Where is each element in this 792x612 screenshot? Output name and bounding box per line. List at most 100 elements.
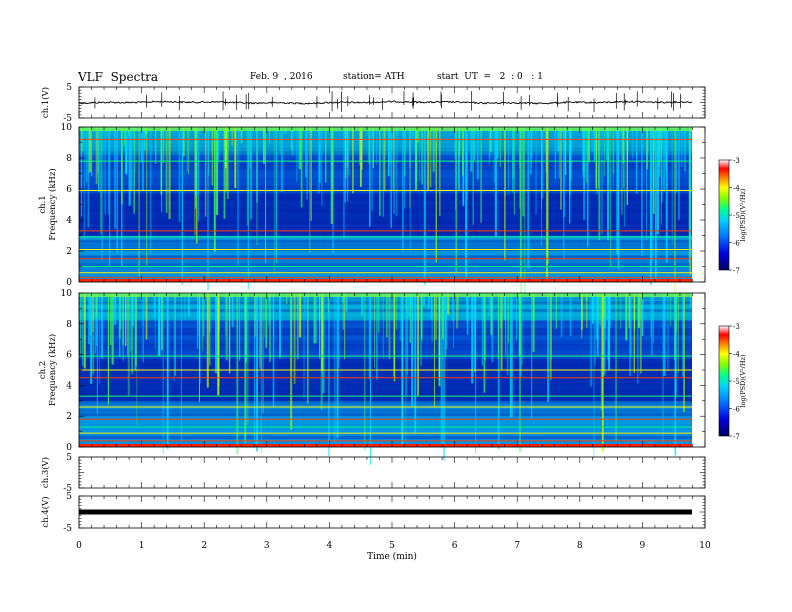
- sferic-streak: [162, 293, 164, 454]
- sferic-streak: [509, 293, 512, 418]
- sferic-streak: [402, 127, 404, 252]
- sferic-streak: [443, 293, 445, 310]
- sferic-streak: [236, 293, 239, 455]
- sferic-streak: [629, 293, 632, 376]
- sferic-streak: [119, 293, 122, 330]
- spectrogram-band: [79, 431, 692, 436]
- y-tick-label: 5: [66, 453, 72, 463]
- sferic-streak: [108, 127, 111, 267]
- sferic-streak: [272, 293, 275, 407]
- sferic-streak: [100, 293, 103, 359]
- sferic-streak: [678, 127, 680, 220]
- sferic-streak: [530, 127, 532, 175]
- spectrogram-band: [79, 223, 692, 229]
- sferic-streak: [497, 293, 499, 359]
- sferic-streak: [347, 127, 349, 167]
- sferic-streak: [421, 293, 423, 342]
- sferic-streak: [145, 293, 148, 340]
- sferic-streak: [652, 293, 654, 343]
- sferic-streak: [388, 293, 391, 360]
- y-tick-label: 2: [66, 247, 72, 257]
- spectrogram-band: [79, 435, 692, 440]
- sferic-streak: [361, 293, 364, 316]
- sferic-streak: [300, 127, 303, 208]
- sferic-streak: [652, 127, 655, 215]
- sferic-streak: [675, 127, 678, 193]
- sferic-streak: [682, 293, 684, 377]
- sferic-streak: [371, 127, 373, 212]
- sferic-streak: [488, 293, 491, 316]
- sferic-streak: [104, 127, 107, 215]
- spectrogram-band: [79, 370, 692, 375]
- sferic-streak: [677, 293, 679, 374]
- sferic-streak: [535, 127, 537, 215]
- sferic-streak: [239, 127, 241, 139]
- sferic-streak: [505, 293, 507, 355]
- sferic-streak: [87, 127, 90, 228]
- top-band: [79, 293, 692, 297]
- sferic-streak: [304, 293, 306, 314]
- sferic-streak: [178, 127, 181, 223]
- sferic-streak: [490, 293, 493, 335]
- sferic-streak: [321, 127, 323, 206]
- spectrogram-band: [79, 335, 692, 340]
- sferic-streak: [458, 127, 460, 191]
- sferic-streak: [296, 127, 298, 182]
- x-tick-label: 2: [201, 541, 207, 551]
- sferic-streak: [225, 293, 227, 336]
- sferic-streak: [188, 127, 190, 175]
- sferic-streak: [108, 127, 110, 215]
- sferic-streak: [322, 293, 325, 394]
- sferic-streak: [376, 127, 377, 166]
- sferic-streak: [313, 293, 316, 344]
- spectrogram-band: [79, 300, 692, 306]
- sferic-streak: [162, 127, 165, 164]
- sferic-streak: [409, 293, 412, 306]
- sferic-streak: [114, 293, 117, 325]
- sferic-streak: [562, 127, 566, 218]
- sferic-streak: [194, 127, 197, 209]
- ch1-spectrogram-panel: -3 -4 -5 -6 -7 log(PSD)(V²/Hz) 0 2 4 6 8 10 ch.1 Freq…: [38, 123, 747, 298]
- sferic-streak: [582, 127, 584, 178]
- sferic-streak: [519, 127, 521, 209]
- sferic-streak: [110, 293, 112, 346]
- start-ut-label: start UT = 2 : 0 : 1: [437, 72, 543, 82]
- sferic-streak: [98, 293, 100, 384]
- sferic-streak: [409, 127, 411, 208]
- sferic-streak: [181, 127, 183, 285]
- sferic-streak: [473, 127, 476, 160]
- sferic-streak: [374, 293, 376, 368]
- sferic-streak: [590, 293, 593, 387]
- sferic-streak: [522, 127, 525, 217]
- sferic-streak: [586, 127, 588, 184]
- sferic-streak: [98, 127, 100, 193]
- colorbar-tick-label: -3: [733, 157, 740, 165]
- sferic-streak: [520, 127, 523, 298]
- sferic-streak: [196, 293, 199, 349]
- sferic-streak: [470, 127, 473, 172]
- sferic-streak: [80, 293, 82, 340]
- sferic-streak: [488, 127, 490, 165]
- sferic-streak: [343, 127, 345, 240]
- colorbar-tick-label: -7: [733, 433, 740, 441]
- sferic-streak: [689, 293, 692, 308]
- sferic-streak: [142, 293, 144, 363]
- sferic-streak: [130, 127, 133, 191]
- sferic-streak: [144, 293, 146, 315]
- sferic-streak: [419, 127, 421, 182]
- sferic-streak: [465, 127, 468, 281]
- sferic-streak: [368, 293, 370, 380]
- spectrogram-band: [79, 400, 692, 406]
- spectrogram-band: [79, 412, 692, 417]
- spectrogram-band: [79, 266, 692, 271]
- spectrogram-band: [79, 231, 692, 236]
- y-tick-label: 6: [66, 351, 72, 361]
- sferic-streak: [635, 127, 638, 194]
- sferic-streak: [598, 293, 600, 324]
- sferic-streak: [158, 293, 161, 357]
- sferic-streak: [280, 127, 283, 193]
- sferic-streak: [198, 127, 200, 222]
- sferic-streak: [290, 293, 293, 430]
- spectrogram-band: [79, 323, 692, 329]
- sferic-streak: [481, 293, 483, 366]
